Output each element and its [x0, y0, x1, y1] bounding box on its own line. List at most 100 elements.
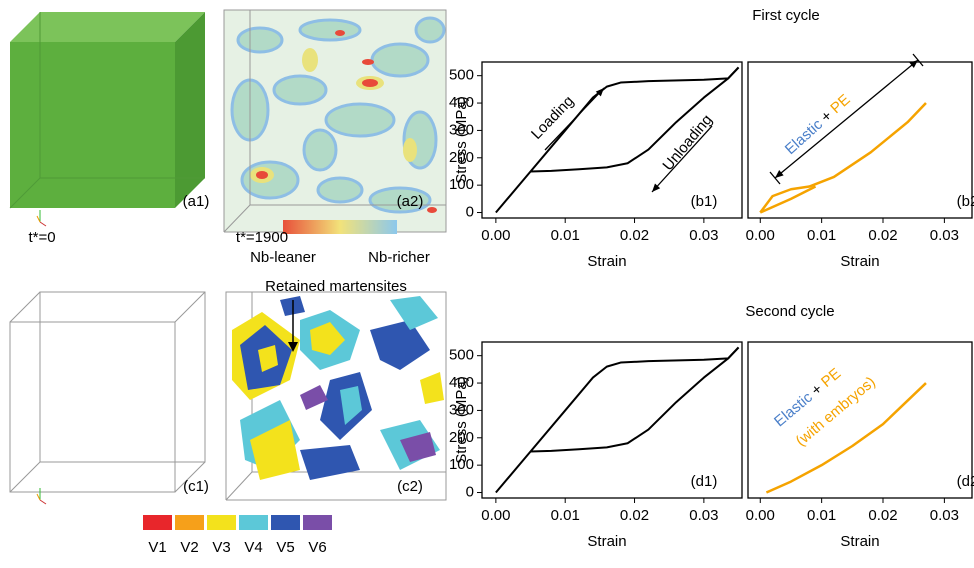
arrowhead: [652, 183, 661, 192]
y-tick-label: 400: [449, 94, 474, 111]
variant-label: V2: [180, 539, 198, 556]
x-tick-label: 0.01: [807, 227, 836, 244]
arrowhead: [595, 88, 604, 97]
stress-strain-curve: [759, 185, 817, 214]
panel-label: (a2): [397, 193, 424, 210]
arrowhead: [909, 60, 918, 68]
x-axis-label: Strain: [840, 253, 879, 270]
variant-swatch: [239, 515, 268, 530]
variant-swatch: [303, 515, 332, 530]
annotation-arrowhead: [288, 342, 298, 352]
panel-label: (a1): [183, 193, 210, 210]
stress-strain-curve: [530, 346, 740, 453]
stress-strain-curve: [495, 66, 740, 214]
variant-swatch: [271, 515, 300, 530]
plot-frame: [481, 61, 743, 219]
x-tick-label: 0.01: [551, 227, 580, 244]
annotation: Loading: [528, 93, 577, 143]
cube-a1: [9, 12, 205, 209]
x-tick-label: 0.03: [930, 507, 959, 524]
x-tick-label: 0.00: [481, 507, 510, 524]
y-tick-label: 100: [449, 456, 474, 473]
arrow-bar: [912, 53, 924, 67]
x-tick-label: 0.01: [807, 507, 836, 524]
plot-frame: [747, 61, 973, 219]
y-tick-label: 0: [466, 203, 474, 220]
variant-label: V6: [308, 539, 326, 556]
x-tick-label: 0.03: [930, 227, 959, 244]
arrow: [774, 59, 919, 179]
arrow-bar: [769, 171, 781, 185]
arrow: [544, 87, 605, 151]
stress-strain-curve: [765, 382, 927, 494]
y-tick-label: 100: [449, 176, 474, 193]
annotation: Retained martensites: [265, 278, 407, 295]
stress-strain-curve: [530, 66, 740, 173]
arrowhead: [775, 170, 784, 178]
annotation-part: Loading: [528, 93, 577, 143]
x-tick-label: 0.02: [620, 507, 649, 524]
annotation: Unloading: [659, 111, 715, 174]
y-tick-label: 300: [449, 121, 474, 138]
x-tick-label: 0.03: [689, 227, 718, 244]
x-tick-label: 0.00: [746, 507, 775, 524]
panel-label: (d1): [691, 473, 718, 490]
y-tick-label: 0: [466, 483, 474, 500]
plot-frame: [747, 341, 973, 499]
x-tick-label: 0.02: [868, 507, 897, 524]
time-label: t*=0: [28, 229, 55, 246]
variant-swatch: [143, 515, 172, 530]
time-label: t*=1900: [236, 229, 288, 246]
panel-label: (d2): [957, 473, 974, 490]
y-axis-label: Stress (MPa): [453, 376, 470, 464]
section-title: Second cycle: [745, 303, 834, 320]
panel-label: (c1): [183, 478, 209, 495]
variant-label: V1: [148, 539, 166, 556]
axis-triad: [36, 493, 41, 501]
variant-label: V3: [212, 539, 230, 556]
panel-label: (c2): [397, 478, 423, 495]
y-tick-label: 200: [449, 149, 474, 166]
x-axis-label: Strain: [840, 533, 879, 550]
variant-label: V4: [244, 539, 262, 556]
variant-swatch: [207, 515, 236, 530]
stress-strain-curve: [759, 102, 927, 214]
section-title: First cycle: [752, 7, 820, 24]
plot-frame: [481, 341, 743, 499]
arrow: [651, 125, 713, 193]
panel-label: (b1): [691, 193, 718, 210]
x-tick-label: 0.01: [551, 507, 580, 524]
colorbar-high: Nb-richer: [368, 249, 430, 266]
colorbar-low: Nb-leaner: [250, 249, 316, 266]
annotation-part: Unloading: [659, 111, 715, 174]
panel-label: (b2): [957, 193, 974, 210]
x-tick-label: 0.02: [868, 227, 897, 244]
annotation-part: Elastic: [782, 116, 827, 159]
y-tick-label: 200: [449, 429, 474, 446]
y-tick-label: 400: [449, 374, 474, 391]
variant-label: V5: [276, 539, 294, 556]
x-tick-label: 0.00: [746, 227, 775, 244]
x-tick-label: 0.03: [689, 507, 718, 524]
axis-triad: [39, 221, 47, 227]
cube-a2: [223, 9, 447, 233]
x-axis-label: Strain: [587, 253, 626, 270]
x-axis-label: Strain: [587, 533, 626, 550]
stress-strain-curve: [495, 346, 740, 494]
x-tick-label: 0.00: [481, 227, 510, 244]
annotation: Elastic + PE: [782, 91, 854, 158]
y-tick-label: 300: [449, 401, 474, 418]
y-axis-label: Stress (MPa): [453, 96, 470, 184]
cube-c2: [225, 291, 447, 501]
cube-c1: [9, 291, 206, 493]
y-tick-label: 500: [449, 67, 474, 84]
annotation-part: PE: [827, 91, 853, 117]
variant-swatch: [175, 515, 204, 530]
axis-triad: [36, 215, 41, 223]
axis-triad: [39, 499, 47, 505]
colorbar: [283, 220, 397, 234]
x-tick-label: 0.02: [620, 227, 649, 244]
y-tick-label: 500: [449, 347, 474, 364]
annotation-part: PE: [818, 365, 844, 391]
